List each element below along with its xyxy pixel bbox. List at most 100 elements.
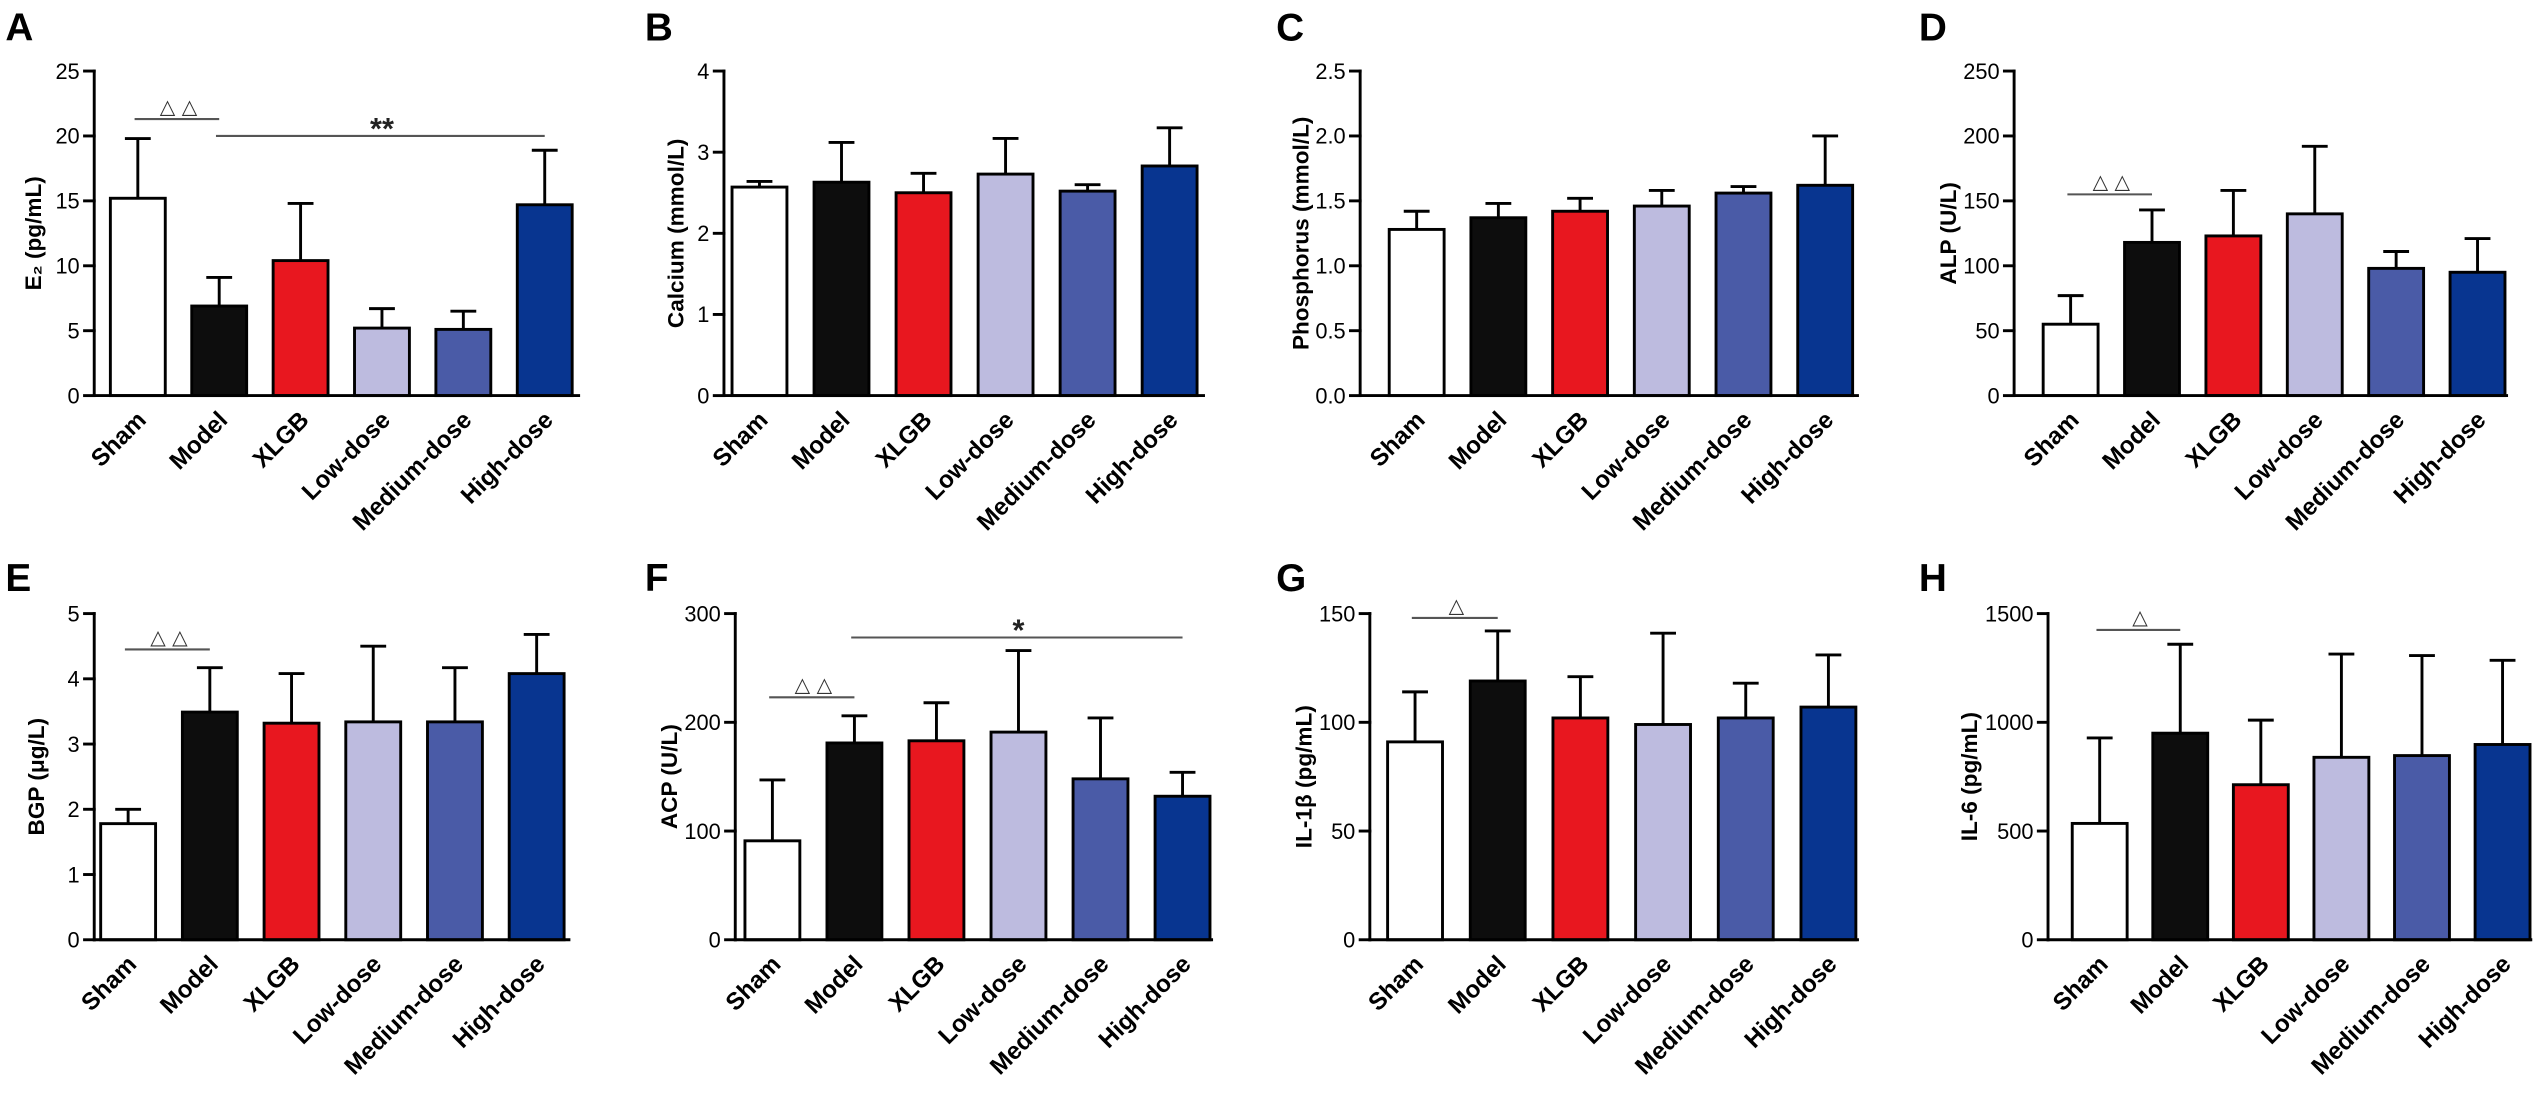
bar-g-model [1468,679,1527,942]
bar-e-sham [99,822,158,942]
y-tick-label-f-300: 300 [684,601,720,626]
bar-a-sham [108,196,167,398]
y-tick-label-b-0: 0 [697,383,709,408]
panel-letter-a: A [5,6,33,49]
x-tick-label-b-sham: Sham [708,407,774,473]
y-tick-label-a-20: 20 [55,124,79,149]
x-tick-label-a-model: Model [165,407,234,476]
significance-label-a-1: △ △ [160,94,198,118]
x-tick-label-g-xlgb: XLGB [1528,951,1595,1018]
x-tick-label-a-sham: Sham [86,407,152,473]
panel-letter-h: H [1919,557,1947,600]
x-tick-label-h-sham: Sham [2048,951,2114,1017]
y-tick-label-d-150: 150 [1963,189,1999,214]
y-tick-label-a-0: 0 [68,383,80,408]
y-tick-label-d-50: 50 [1975,318,1999,343]
y-tick-label-f-100: 100 [684,819,720,844]
bar-a-high-dose [515,203,574,398]
x-tick-label-e-sham: Sham [76,951,142,1017]
y-axis-title-f: ACP (U/L) [657,724,682,829]
bar-g-medium-dose [1716,716,1775,942]
significance-label-a-2: ** [370,112,394,146]
x-tick-label-d-xlgb: XLGB [2181,407,2248,474]
bar-h-sham [2070,821,2129,942]
y-tick-label-h-1000: 1000 [1985,710,2033,735]
y-tick-label-c-2.5: 2.5 [1315,59,1345,84]
bar-c-sham [1387,227,1446,398]
panel-g: GIL-1β (pg/mL)Sham Model XLGBLow-doseMediu… [1276,557,1859,1080]
bar-e-low-dose [344,720,403,942]
bar-e-model [180,710,239,942]
x-tick-label-f-xlgb: XLGB [884,951,951,1018]
x-tick-label-g-sham: Sham [1363,951,1429,1017]
y-tick-label-b-4: 4 [697,59,709,84]
bar-f-medium-dose [1071,777,1130,942]
x-tick-label-e-xlgb: XLGB [239,951,306,1018]
x-tick-label-d-model: Model [2097,407,2166,476]
bar-c-model [1469,216,1528,398]
y-tick-label-e-2: 2 [68,797,80,822]
y-axis-title-b: Calcium (mmol/L) [664,139,689,329]
y-tick-label-c-0.0: 0.0 [1315,383,1345,408]
bar-d-sham [2041,322,2100,398]
bar-c-high-dose [1796,183,1855,398]
bar-e-medium-dose [426,720,484,942]
x-tick-label-h-xlgb: XLGB [2208,951,2275,1018]
bar-b-model [812,180,871,398]
y-tick-label-f-200: 200 [684,710,720,735]
bar-d-high-dose [2448,270,2507,398]
y-tick-label-f-0: 0 [709,928,721,953]
panel-letter-b: B [645,6,673,49]
x-tick-label-c-xlgb: XLGB [1527,407,1594,474]
bar-b-high-dose [1140,164,1199,398]
significance-label-h-1: △ [2132,605,2148,629]
y-axis-title-a: E₂ (pg/mL) [21,176,46,290]
y-tick-label-c-1.5: 1.5 [1315,189,1345,214]
bar-a-low-dose [353,326,411,398]
y-tick-label-a-10: 10 [55,254,79,279]
y-axis-title-e: BGP (μg/L) [24,718,49,836]
y-tick-label-h-0: 0 [2021,928,2033,953]
y-tick-label-b-2: 2 [697,221,709,246]
y-tick-label-e-4: 4 [68,667,80,692]
y-axis-title-d: ALP (U/L) [1936,182,1961,285]
bar-h-medium-dose [2393,754,2451,942]
y-axis-title-c: Phosphorus (mmol/L) [1288,117,1313,350]
bar-c-xlgb [1551,209,1609,398]
y-tick-label-g-100: 100 [1319,710,1355,735]
bar-h-high-dose [2473,743,2532,942]
significance-label-e-1: △ △ [150,625,188,649]
y-tick-label-b-3: 3 [697,140,709,165]
bar-f-xlgb [907,739,966,942]
y-tick-label-g-50: 50 [1331,819,1355,844]
x-tick-label-b-model: Model [787,407,856,476]
y-tick-label-e-0: 0 [68,928,80,953]
significance-label-g-1: △ [1449,593,1465,617]
panel-letter-f: F [645,557,669,600]
bar-h-xlgb [2231,783,2290,942]
bar-a-xlgb [271,259,330,398]
x-tick-label-f-sham: Sham [721,951,787,1017]
y-tick-label-a-15: 15 [55,189,79,214]
significance-label-f-2: * [1013,614,1025,648]
y-tick-label-c-0.5: 0.5 [1315,318,1345,343]
significance-label-f-1: △ △ [795,673,833,697]
bar-d-low-dose [2285,212,2344,398]
y-tick-label-d-100: 100 [1963,254,1999,279]
y-tick-label-c-1.0: 1.0 [1315,254,1345,279]
y-tick-label-b-1: 1 [697,302,709,327]
bar-f-model [825,741,884,942]
bar-b-low-dose [976,172,1035,398]
bar-f-high-dose [1153,794,1212,942]
bar-c-medium-dose [1714,191,1773,398]
bar-e-high-dose [507,672,566,942]
bar-g-low-dose [1634,723,1692,942]
y-tick-label-d-200: 200 [1963,124,1999,149]
x-tick-label-c-model: Model [1444,407,1513,476]
bar-h-model [2151,731,2210,942]
bar-e-xlgb [262,721,321,942]
y-tick-label-h-500: 500 [1997,819,2033,844]
